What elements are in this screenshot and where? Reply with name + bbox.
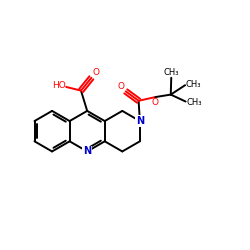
Text: O: O (152, 98, 159, 107)
Text: O: O (118, 82, 124, 91)
Text: CH₃: CH₃ (186, 80, 201, 89)
Text: HO: HO (52, 82, 66, 90)
Text: O: O (92, 68, 100, 77)
Text: CH₃: CH₃ (164, 68, 179, 77)
Text: N: N (83, 146, 91, 156)
Text: CH₃: CH₃ (186, 98, 202, 106)
Text: N: N (136, 116, 144, 126)
